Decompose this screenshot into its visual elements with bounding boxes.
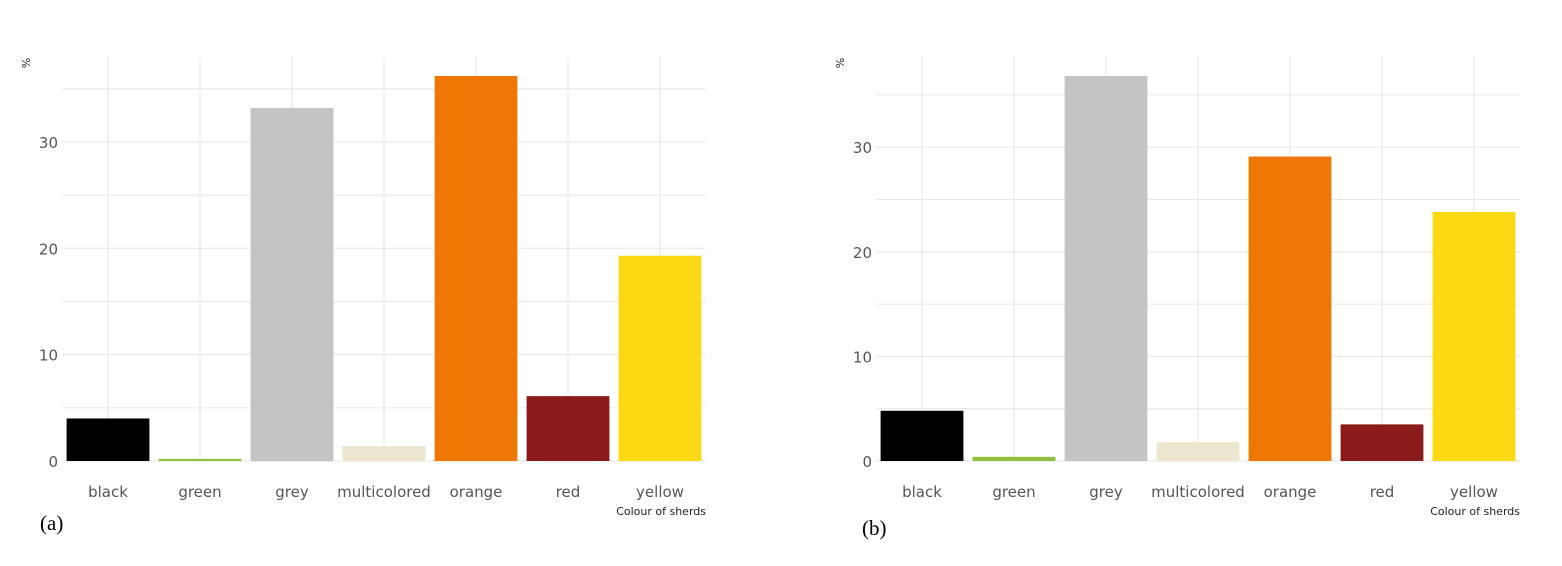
bar-red [1340,424,1424,461]
y-tick-label: 0 [48,453,58,471]
chart-panel-b: black green grey multicolored orange red yello… [834,57,1520,540]
bar-black [66,418,150,461]
x-tick-label: red [556,483,581,501]
x-axis-label: Colour of sherds [1430,505,1520,518]
y-tick-label: 30 [39,134,58,152]
y-axis-label: % [20,58,33,68]
y-tick-label: 10 [39,347,58,365]
bar-orange [434,76,518,461]
bar-grey [250,107,334,462]
y-tick-label: 0 [862,453,872,471]
x-tick-label: orange [1264,483,1317,501]
x-tick-label: green [178,483,221,501]
y-axis-label: % [834,58,847,68]
bar-red [526,396,610,461]
x-tick-label: yellow [636,483,684,501]
x-tick-label: black [902,483,942,501]
x-tick-label: red [1370,483,1395,501]
bar-orange [1248,156,1332,461]
x-tick-label: black [88,483,128,501]
bar-black [880,410,964,461]
x-tick-label: grey [275,483,309,501]
panel-label: (a) [40,511,63,535]
bar-multicolored [342,446,426,461]
grid-lines [62,57,706,462]
x-tick-label: multicolored [337,483,431,501]
bar-green [972,456,1056,461]
bar-yellow [1432,212,1516,461]
grid-lines [876,57,1520,462]
x-tick-label: green [992,483,1035,501]
bar-grey [1064,76,1148,461]
y-tick-label: 20 [853,244,872,262]
x-axis-label: Colour of sherds [616,505,706,518]
bar-green [158,458,242,461]
x-tick-label: multicolored [1151,483,1245,501]
x-tick-label: yellow [1450,483,1498,501]
chart-panel-a: black green grey multicolored orange red yello… [20,57,706,535]
y-tick-label: 20 [39,240,58,258]
x-tick-label: grey [1089,483,1123,501]
bar-multicolored [1156,442,1240,461]
y-tick-label: 10 [853,348,872,366]
x-tick-label: orange [450,483,503,501]
panel-label: (b) [862,516,887,540]
y-tick-label: 30 [853,139,872,157]
bar-yellow [618,255,702,461]
